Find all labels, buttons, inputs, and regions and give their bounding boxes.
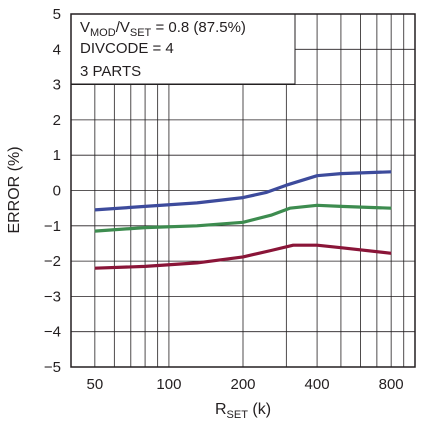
annotation-line-2: DIVCODE = 4 (80, 40, 174, 57)
y-tick-label: 3 (53, 77, 61, 94)
y-tick-label: −2 (44, 253, 61, 270)
x-axis-title: RSET (k) (215, 401, 271, 421)
series-layer (94, 170, 392, 270)
y-tick-label: −1 (44, 218, 61, 235)
annotation-line-1: VMOD/VSET = 0.8 (87.5%) (80, 19, 246, 39)
y-axis-title: ERROR (%) (6, 146, 23, 233)
series-line-3 (94, 243, 392, 270)
x-tick-label: 50 (87, 376, 104, 393)
y-tick-label: −5 (44, 359, 61, 376)
y-tick-label: 1 (53, 147, 61, 164)
y-tick-label: 5 (53, 6, 61, 23)
x-tick-label: 800 (379, 376, 404, 393)
plot-frame (70, 13, 416, 368)
y-tick-label: −3 (44, 288, 61, 305)
annotation-line-3: 3 PARTS (80, 63, 141, 80)
x-tick-label: 400 (305, 376, 330, 393)
tick-labels: 5 4 3 2 1 0 −1 −2 −3 −4 −5 50 100 200 400 800 (44, 6, 404, 393)
y-tick-label: 4 (53, 41, 61, 58)
y-tick-label: −4 (44, 324, 61, 341)
y-tick-label: 0 (53, 183, 61, 200)
x-tick-label: 200 (230, 376, 255, 393)
series-line-2 (94, 203, 392, 233)
series-line-1 (94, 170, 392, 212)
y-tick-label: 2 (53, 112, 61, 129)
annotation-box (70, 13, 296, 85)
x-tick-label: 100 (156, 376, 181, 393)
